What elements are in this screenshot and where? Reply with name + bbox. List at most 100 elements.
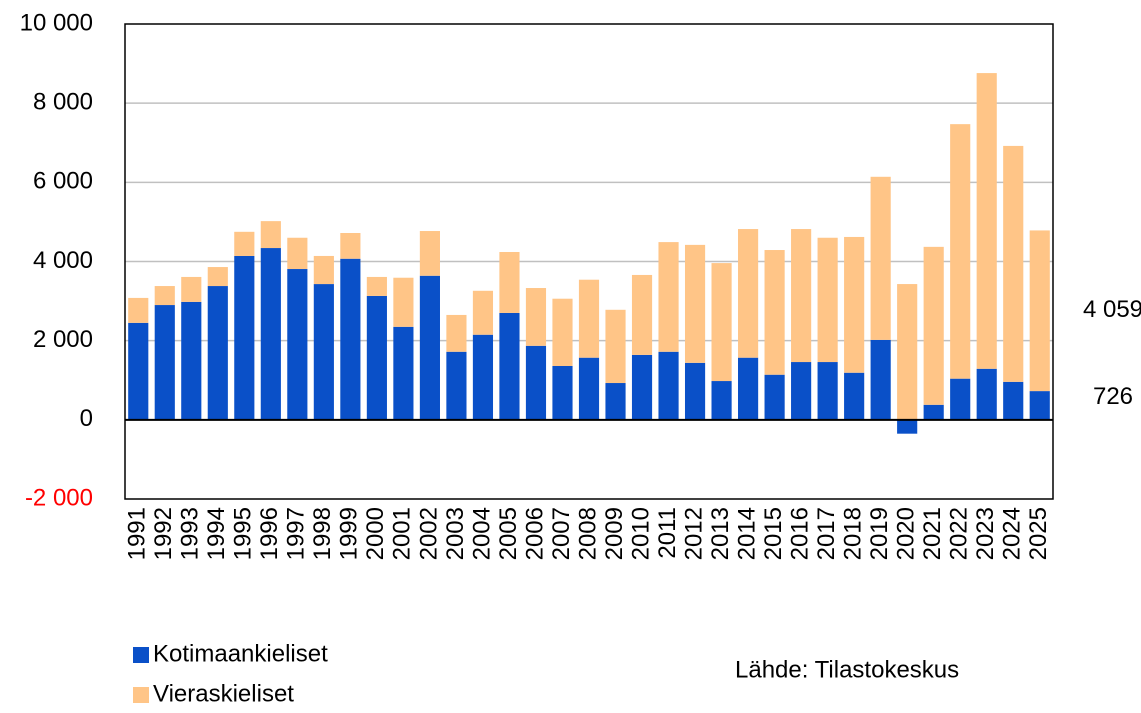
x-tick-label: 2025 [1025,507,1052,560]
bar [817,362,838,420]
x-tick-label: 2013 [707,507,734,560]
bar [684,362,706,420]
bar [764,374,785,420]
y-tick-label: 8 000 [33,89,93,116]
x-tick-label: 2004 [468,507,495,560]
x-tick-label: 2008 [574,507,601,560]
x-tick-label: 2003 [442,507,469,560]
bar [419,231,440,276]
legend-label: Vieraskieliset [153,680,294,707]
bar [340,233,361,259]
bar [393,326,414,420]
end-label: 4 059 [1083,296,1141,323]
bar [844,236,865,373]
bar [711,381,732,420]
x-tick-label: 1996 [256,507,283,560]
x-tick-label: 2005 [495,507,522,560]
bar [552,366,573,420]
bar [234,255,255,420]
legend-label: Kotimaankieliset [153,640,328,667]
x-tick-label: 2023 [972,507,999,560]
x-tick-label: 1993 [177,507,204,560]
x-tick-label: 2007 [548,507,575,560]
bar [605,383,626,420]
bar [260,248,281,420]
y-tick-label: 4 000 [33,247,93,274]
x-tick-label: 2001 [389,507,416,560]
bar [791,229,812,363]
x-tick-label: 2010 [627,507,654,560]
x-tick-label: 2017 [813,507,840,560]
x-tick-label: 2018 [839,507,866,560]
end-label: 726 [1093,383,1133,410]
bar [976,73,997,369]
bar [446,351,467,420]
x-tick-label: 1994 [203,507,230,560]
x-tick-label: 2019 [866,507,893,560]
x-tick-label: 2014 [733,507,760,560]
bar [313,255,334,285]
x-tick-label: 2006 [521,507,548,560]
bar [260,221,281,249]
bar [578,357,600,420]
bar [658,351,679,420]
x-tick-label: 1997 [283,507,310,560]
x-tick-label: 2009 [601,507,628,560]
bar [923,246,944,405]
x-tick-label: 2012 [680,507,707,560]
x-tick-label: 2000 [362,507,389,560]
plot-frame [124,23,1054,500]
y-tick-label: 0 [80,405,93,432]
bar [287,269,308,420]
bar [287,237,308,270]
bar [738,357,759,420]
bar [207,267,228,287]
bar [128,322,149,420]
bar [897,419,918,434]
bar [870,339,891,420]
bar [207,286,228,420]
bar [684,244,706,363]
bar [181,301,202,420]
bar [1003,381,1024,420]
bar [711,263,732,382]
x-tick-label: 2002 [415,507,442,560]
y-tick-label: 2 000 [33,326,93,353]
y-tick-label: -2 000 [25,484,93,511]
bar [897,284,918,420]
bar [234,231,255,256]
bar [738,229,759,358]
y-tick-label: 10 000 [20,9,93,36]
bar [499,252,520,313]
bar [1029,391,1050,420]
bar [950,378,971,420]
x-tick-label: 1991 [124,507,151,560]
bar [870,176,891,340]
bar [154,305,175,420]
bar [472,334,494,420]
bar [446,314,467,352]
bar [605,309,626,384]
bar [764,250,785,375]
bar [525,345,547,420]
bar [1029,230,1050,392]
x-tick-label: 2011 [654,507,681,559]
bar [844,372,865,420]
bar [525,288,547,346]
bar [472,290,494,335]
x-tick-label: 1992 [150,507,177,560]
x-tick-label: 1995 [230,507,257,560]
x-tick-label: 2024 [999,507,1026,560]
bar [578,279,600,358]
bar [1003,145,1024,382]
bar [393,277,414,327]
y-tick-label: 6 000 [33,168,93,195]
x-tick-label: 2021 [919,507,946,560]
x-tick-label: 1999 [336,507,363,560]
bar [181,276,202,302]
x-tick-label: 2020 [893,507,920,560]
bar [817,237,838,363]
bar [366,295,387,420]
x-tick-label: 1998 [309,507,336,560]
